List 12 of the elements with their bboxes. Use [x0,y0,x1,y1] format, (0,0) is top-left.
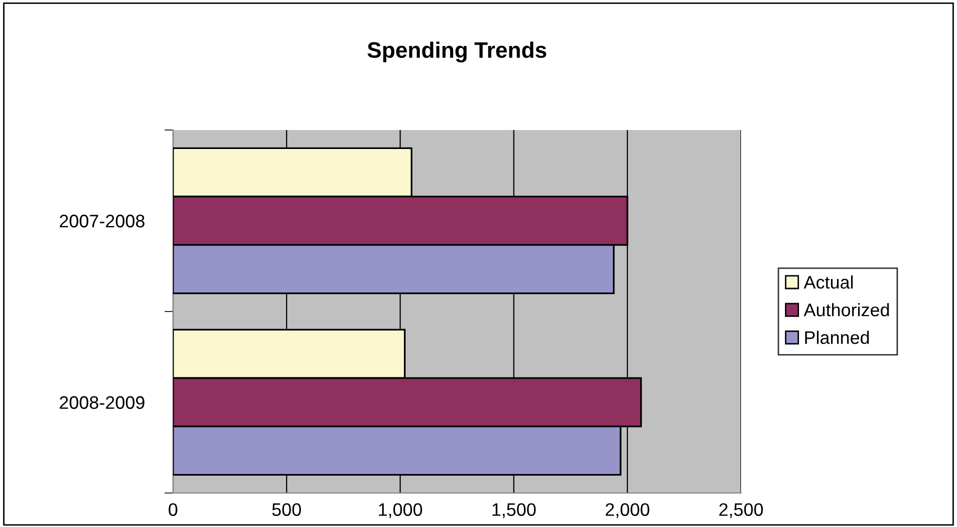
x-tick-label: 2,500 [719,503,763,518]
legend-label: Authorized [804,303,889,316]
x-tick-label: 500 [272,503,301,516]
x-tick-label: 2,000 [606,503,650,518]
x-tick-label: 1,500 [492,503,536,518]
legend-label: Actual [804,275,853,289]
y-tick-label: 2008-2009 [60,396,144,409]
y-tick-label: 2007-2008 [60,214,144,228]
x-tick-label: 0 [168,503,178,516]
legend-label: Planned [805,330,869,344]
x-tick-label: 1,000 [378,503,422,518]
chart-title: Spending Trends [368,42,546,62]
